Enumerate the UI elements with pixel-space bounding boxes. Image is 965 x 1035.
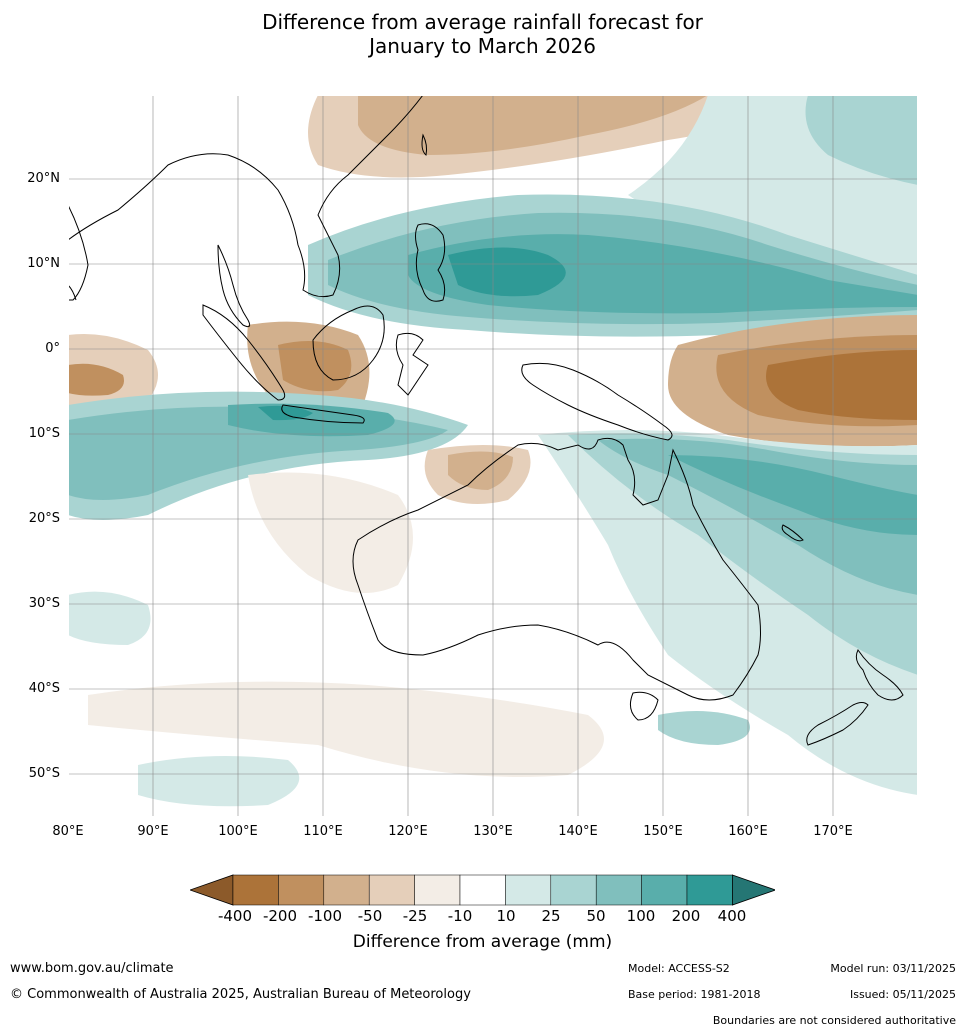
legend-cell-1 <box>278 874 325 906</box>
legend-label-neg200: -200 <box>262 907 298 925</box>
legend-cell-7 <box>550 874 597 906</box>
lat-label-20n: 20°N <box>27 171 60 186</box>
anomaly-wet-philippines-core <box>448 247 566 297</box>
coast-tasmania <box>629 691 659 721</box>
legend-cell-4 <box>414 874 461 906</box>
footer-disclaimer: Boundaries are not considered authoritat… <box>712 1014 956 1027</box>
lon-label-130e: 130°E <box>473 824 513 839</box>
coast-australia <box>352 437 761 701</box>
coast-java <box>281 404 365 424</box>
lat-label-10s: 10°S <box>28 426 60 441</box>
map-frame <box>68 95 918 817</box>
graticule <box>68 95 918 817</box>
legend-extend-high <box>732 874 775 906</box>
lon-label-170e: 170°E <box>813 824 853 839</box>
footer-url[interactable]: www.bom.gov.au/climate <box>10 961 174 976</box>
footer-model-run: Model run: 03/11/2025 <box>830 962 956 975</box>
anomaly-wet-southern-west <box>68 591 151 645</box>
coast-new-guinea <box>521 362 673 441</box>
legend-colorbar <box>190 874 775 906</box>
anomaly-wet-tasman <box>658 711 750 745</box>
footer-model: Model: ACCESS-S2 <box>628 962 730 975</box>
title-line-1: Difference from average rainfall forecas… <box>262 10 703 34</box>
lon-label-110e: 110°E <box>303 824 343 839</box>
anomaly-wet-north-east-mid <box>805 95 918 185</box>
coast-new-zealand-south <box>806 702 869 746</box>
coast-new-zealand-north <box>855 649 904 701</box>
legend-cell-6 <box>505 874 552 906</box>
legend-title: Difference from average (mm) <box>352 932 613 952</box>
lon-label-80e: 80°E <box>52 824 84 839</box>
anomaly-dry-north-pacific-core <box>358 95 708 155</box>
legend-label-neg10: -10 <box>447 907 473 925</box>
legend-label-400: 400 <box>717 907 747 925</box>
legend-label-50: 50 <box>586 907 606 925</box>
anomaly-wet-far-south <box>138 756 300 807</box>
rainfall-map <box>68 95 918 817</box>
legend-cell-3 <box>368 874 415 906</box>
legend-cell-8 <box>595 874 642 906</box>
legend-extend-low <box>190 874 234 906</box>
anomaly-dry-central-pacific-core <box>766 350 918 420</box>
chart-title: Difference from average rainfall forecas… <box>0 10 965 58</box>
legend-cell-5 <box>459 874 506 906</box>
coast-philippines <box>415 223 446 302</box>
footer-copyright: © Commonwealth of Australia 2025, Austra… <box>10 987 471 1002</box>
legend-label-100: 100 <box>626 907 656 925</box>
anomaly-wet-coral-sea-core <box>668 455 918 535</box>
legend-label-neg25: -25 <box>402 907 428 925</box>
footer-issued: Issued: 05/11/2025 <box>849 988 956 1001</box>
coast-india <box>68 204 89 301</box>
coast-sumatra <box>202 304 286 401</box>
lon-label-150e: 150°E <box>643 824 683 839</box>
lat-label-0: 0° <box>45 341 60 356</box>
coast-malay-peninsula <box>217 244 251 328</box>
lat-label-10n: 10°N <box>27 256 60 271</box>
anomaly-dry-south-indian-light <box>248 472 413 593</box>
lon-label-160e: 160°E <box>728 824 768 839</box>
legend-label-25: 25 <box>541 907 561 925</box>
coast-sulawesi <box>395 332 429 396</box>
legend-label-neg400: -400 <box>217 907 253 925</box>
anomaly-dry-southern-band <box>88 681 604 777</box>
lat-label-40s: 40°S <box>28 681 60 696</box>
legend-label-10: 10 <box>496 907 516 925</box>
anomaly-dry-north-australia-core <box>448 451 513 490</box>
lat-label-50s: 50°S <box>28 766 60 781</box>
anomaly-wet-java-core <box>258 405 313 421</box>
lon-label-100e: 100°E <box>218 824 258 839</box>
legend-cell-0 <box>232 874 279 906</box>
legend-cell-2 <box>323 874 370 906</box>
lon-label-90e: 90°E <box>137 824 169 839</box>
coast-new-caledonia <box>781 524 804 542</box>
anomaly-dry-maritime-west-core <box>278 341 352 392</box>
legend-label-200: 200 <box>671 907 701 925</box>
lat-label-30s: 30°S <box>28 596 60 611</box>
legend-cell-9 <box>641 874 688 906</box>
title-line-2: January to March 2026 <box>369 34 596 58</box>
lon-label-120e: 120°E <box>388 824 428 839</box>
lon-label-140e: 140°E <box>558 824 598 839</box>
coastlines <box>68 95 904 746</box>
legend-cell-10 <box>686 874 733 906</box>
anomaly-dry-west-indian-core <box>68 363 124 396</box>
legend-label-neg50: -50 <box>357 907 383 925</box>
coast-taiwan <box>421 133 428 156</box>
legend-label-neg100: -100 <box>307 907 343 925</box>
lat-label-20s: 20°S <box>28 511 60 526</box>
coast-asia-mainland <box>68 95 424 298</box>
footer-base-period: Base period: 1981-2018 <box>628 988 761 1001</box>
coast-borneo <box>312 305 385 381</box>
map-canvas <box>68 95 918 817</box>
